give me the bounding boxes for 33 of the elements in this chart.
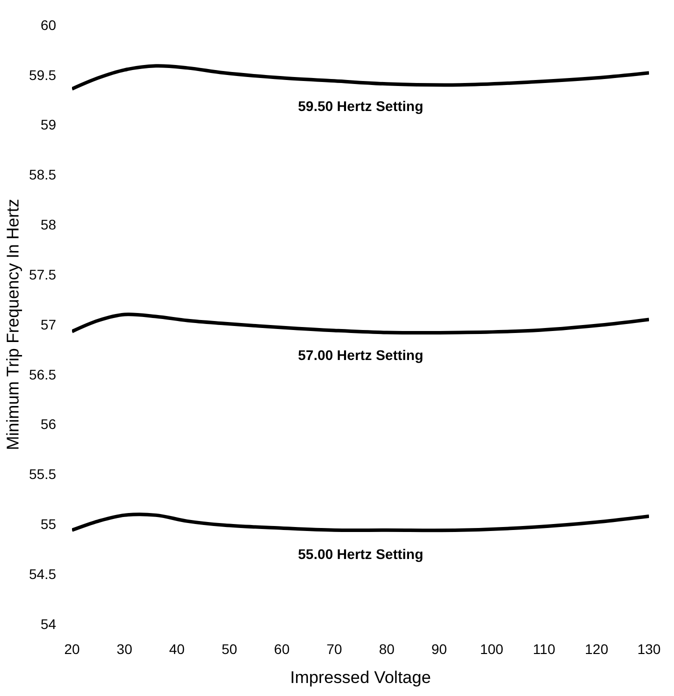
line-series [72, 64, 649, 91]
y-tick-label: 60 [40, 16, 56, 33]
y-tick-label: 56.5 [28, 366, 56, 382]
y-tick-label: 57 [40, 316, 56, 332]
x-tick-label: 40 [169, 640, 185, 657]
x-tick-label: 110 [532, 640, 556, 657]
y-tick-label: 59.5 [28, 66, 56, 83]
series-label: 59.50 Hertz Setting [298, 98, 424, 114]
x-tick-label: 20 [64, 640, 80, 657]
x-tick-label: 60 [274, 640, 290, 657]
series-label: 55.00 Hertz Setting [298, 546, 424, 562]
y-tick-label: 54 [40, 616, 56, 632]
line-series [72, 512, 649, 532]
line-series [72, 312, 649, 335]
y-tick-label: 58 [40, 216, 56, 233]
x-tick-label: 80 [378, 640, 395, 657]
y-axis-title: Minimum Trip Frequency In Hertz [4, 198, 22, 450]
y-tick-label: 58.5 [28, 166, 56, 183]
x-tick-label: 100 [480, 640, 504, 657]
y-tick-label: 55 [40, 516, 56, 532]
x-tick-label: 30 [116, 640, 132, 657]
x-tick-label: 50 [222, 640, 238, 657]
series-label: 57.00 Hertz Setting [298, 347, 424, 363]
x-tick-label: 120 [584, 640, 608, 657]
y-tick-label: 56 [40, 416, 56, 432]
y-tick-label: 55.5 [28, 466, 56, 482]
x-tick-label: 130 [637, 640, 661, 657]
y-tick-label: 57.5 [28, 266, 56, 282]
x-tick-label: 90 [431, 640, 448, 657]
x-axis-title: Impressed Voltage [290, 668, 431, 688]
x-tick-label: 70 [326, 640, 342, 657]
y-tick-label: 59 [40, 116, 56, 133]
y-tick-label: 54.5 [28, 566, 56, 582]
